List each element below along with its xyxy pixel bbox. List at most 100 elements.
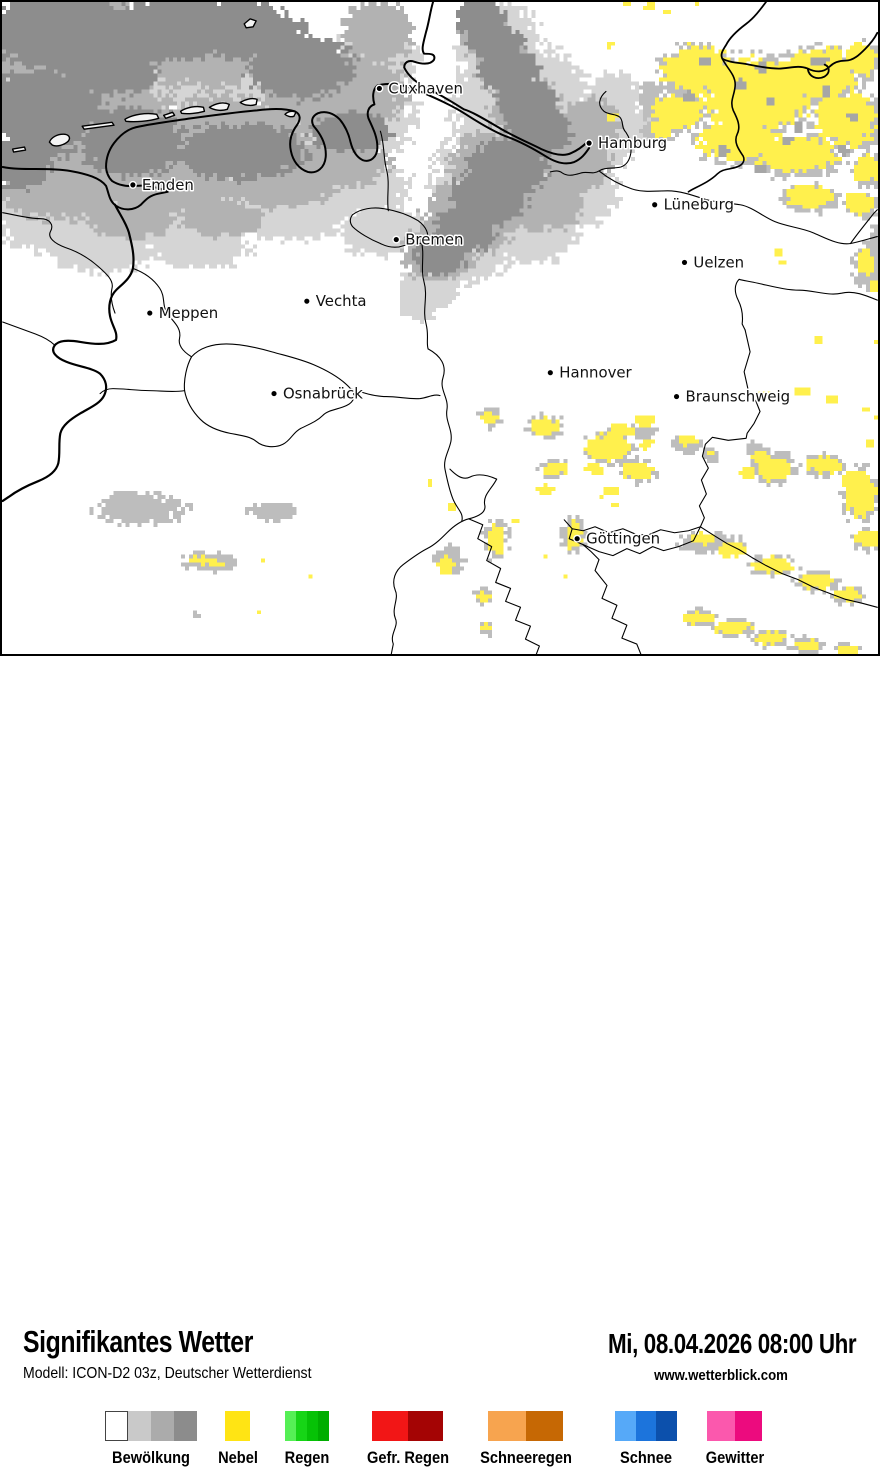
legend-color-cell (307, 1411, 318, 1441)
legend-color-cell (151, 1411, 174, 1441)
legend-label: Gefr. Regen (366, 1448, 449, 1467)
city-label: Lüneburg (664, 196, 734, 214)
city-marker-uelzen[interactable]: Uelzen (680, 252, 746, 273)
border-harz-west (698, 329, 761, 528)
border-osnabrueck-east (350, 388, 441, 400)
border-nl-inner-2 (2, 321, 55, 346)
legend-label: Schnee (620, 1448, 673, 1467)
border-harz-southeast (699, 526, 878, 608)
legend-label: Gewitter (705, 1448, 764, 1467)
map-footer: Signifikantes Wetter Modell: ICON-D2 03z… (0, 656, 880, 1467)
border-south-west (390, 478, 498, 654)
city-label: Osnabrück (283, 385, 363, 403)
legend-item-nebel: Nebel (218, 1411, 257, 1467)
legend-swatch (225, 1411, 250, 1441)
legend-color-cell (734, 1411, 762, 1441)
legend-label: Bewölkung (112, 1448, 190, 1467)
legend-color-cell (225, 1411, 250, 1441)
city-dot (145, 309, 154, 318)
legend-label: Regen (284, 1448, 330, 1467)
border-east-1 (598, 170, 878, 245)
island-outline (179, 105, 206, 115)
border-goettingen-ne (582, 526, 701, 557)
border-northeast-loop (806, 63, 830, 79)
map-region[interactable]: Cuxhaven Hamburg Emden Lüneburg Bremen Uelzen… (0, 0, 880, 656)
border-harz-southwest (571, 526, 701, 536)
city-dot (270, 389, 278, 398)
city-dot (546, 368, 555, 377)
legend-color-cell (174, 1411, 197, 1441)
legend-color-cell (615, 1411, 636, 1441)
city-marker-bremen[interactable]: Bremen (392, 229, 465, 250)
border-connector (449, 468, 498, 480)
legend-color-cell (285, 1411, 296, 1441)
city-marker-hannover[interactable]: Hannover (546, 362, 634, 383)
city-marker-g-ttingen[interactable]: Göttingen (573, 528, 662, 549)
city-label: Uelzen (693, 253, 744, 271)
legend-swatch (105, 1411, 197, 1441)
city-label: Bremen (405, 231, 463, 249)
city-marker-braunschweig[interactable]: Braunschweig (672, 386, 792, 407)
legend-color-cell (488, 1411, 526, 1441)
legend-item-schneeregen: Schneeregen (480, 1411, 571, 1467)
island-outline (48, 133, 71, 147)
city-label: Cuxhaven (388, 79, 463, 97)
river-weser-lower (379, 130, 389, 212)
island-outline (11, 146, 27, 153)
city-dot (392, 235, 401, 244)
legend-label: Schneeregen (479, 1448, 572, 1467)
city-marker-emden[interactable]: Emden (128, 174, 195, 195)
map-borders-overlay: Cuxhaven Hamburg Emden Lüneburg Bremen Uelzen… (2, 2, 878, 654)
legend-color-cell (525, 1411, 563, 1441)
city-dot (680, 258, 689, 267)
island-outline (208, 102, 230, 112)
border-east-1-spur (849, 209, 878, 245)
city-dot (672, 392, 681, 401)
legend-color-cell (656, 1411, 678, 1441)
legend-color-cell (128, 1411, 151, 1441)
legend-color-cell (105, 1411, 128, 1441)
city-label: Emden (142, 176, 194, 194)
city-marker-meppen[interactable]: Meppen (145, 303, 220, 324)
datetime-label: Mi, 08.04.2026 08:00 Uhr (607, 1328, 857, 1359)
weather-raster-canvas (2, 2, 878, 654)
border-osnabrueck-loop (183, 343, 355, 448)
city-dot (375, 84, 384, 93)
legend-item-gefr-regen: Gefr. Regen (366, 1411, 449, 1467)
island-outline (243, 18, 257, 29)
legend-swatch (488, 1411, 563, 1441)
page-title: Signifikantes Wetter (23, 1324, 253, 1359)
border-weserbergland (468, 518, 540, 654)
legend-swatch (372, 1411, 443, 1441)
city-marker-hamburg[interactable]: Hamburg (585, 133, 669, 154)
city-label: Hamburg (598, 134, 667, 152)
border-hamburg-city (549, 90, 632, 176)
city-marker-vechta[interactable]: Vechta (302, 291, 368, 312)
border-northeast-south (687, 57, 745, 193)
legend-swatch (285, 1411, 329, 1441)
border-emsland (132, 267, 193, 358)
city-dot (650, 200, 659, 209)
legend-item-gewitter: Gewitter (705, 1411, 764, 1467)
city-marker-cuxhaven[interactable]: Cuxhaven (375, 78, 464, 99)
border-northeast (720, 2, 878, 73)
legend-color-cell (707, 1411, 735, 1441)
city-dot (573, 534, 582, 543)
city-dot (128, 180, 137, 189)
island-outline (124, 112, 160, 123)
island-outline (81, 121, 115, 130)
legend-item-regen: Regen (285, 1411, 329, 1467)
city-marker-osnabr-ck[interactable]: Osnabrück (270, 383, 365, 404)
island-outline (239, 97, 258, 107)
island-outline (284, 110, 297, 118)
border-netherlands (2, 203, 135, 503)
city-marker-l-neburg[interactable]: Lüneburg (650, 194, 735, 215)
border-leine-west (427, 348, 463, 522)
legend-color-cell (318, 1411, 329, 1441)
legend-color-cell (296, 1411, 307, 1441)
border-nl-inner-1 (2, 212, 116, 314)
legend-color-cell (372, 1411, 408, 1441)
border-osnabrueck-west (99, 388, 186, 395)
model-subtitle: Modell: ICON-D2 03z, Deutscher Wetterdie… (23, 1365, 312, 1382)
city-dot (302, 297, 311, 306)
